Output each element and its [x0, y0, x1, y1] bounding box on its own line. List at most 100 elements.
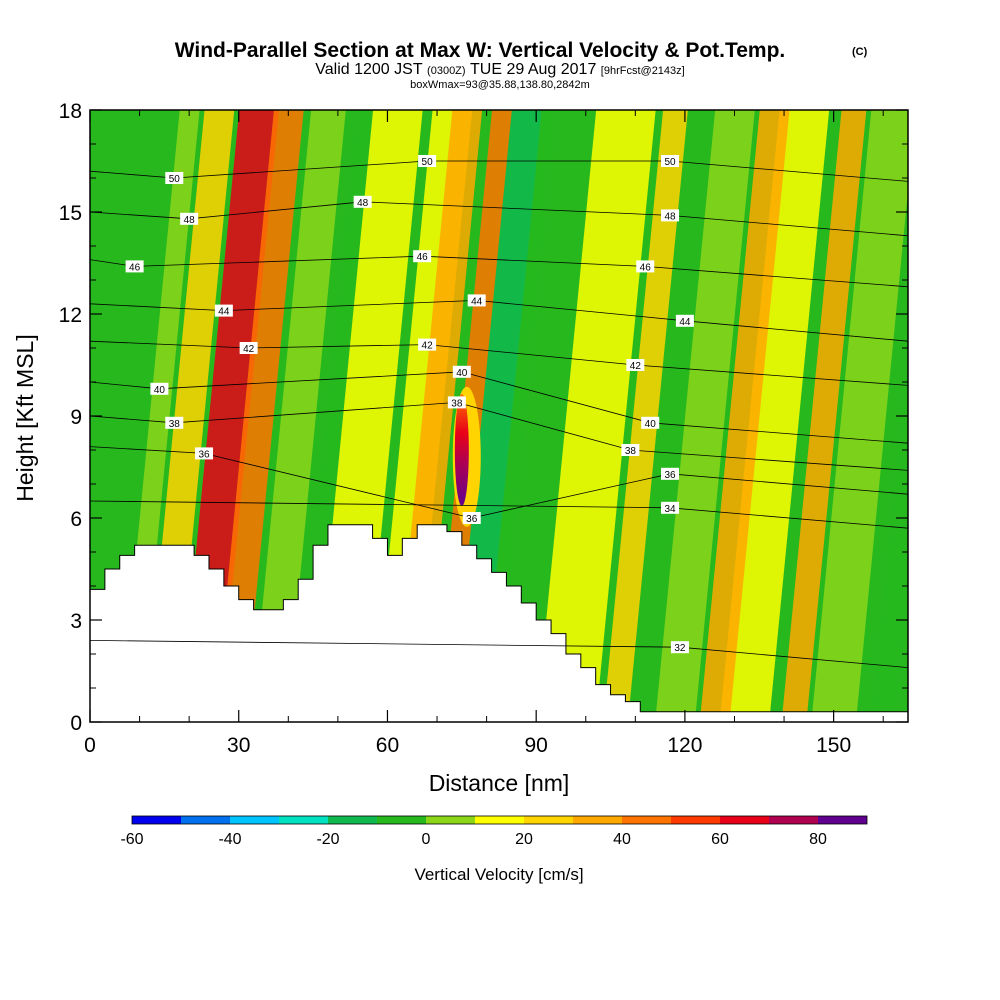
- chart-title: Wind-Parallel Section at Max W: Vertical…: [175, 39, 786, 62]
- colorbar-tick-label: -20: [316, 831, 339, 848]
- subtitle-forecast: [9hrFcst@2143z]: [601, 65, 685, 77]
- contour-label-box: [195, 447, 214, 460]
- velocity-band: [699, 110, 790, 722]
- velocity-band: [536, 110, 656, 722]
- contour-label: 42: [418, 338, 437, 352]
- colorbar-swatch: [671, 816, 720, 824]
- chart-subtitle: Valid 1200 JST (0300Z) TUE 29 Aug 2017 […: [315, 61, 684, 78]
- subtitle-box: boxWmax=93@35.88,138.80,2842m: [410, 79, 590, 91]
- y-tick-label: 15: [59, 202, 82, 225]
- contour-label-box: [239, 342, 258, 354]
- contour-label-box: [413, 250, 432, 263]
- contour-label-box: [626, 359, 645, 371]
- contour-label-box: [462, 512, 481, 524]
- contour-label: 36: [195, 447, 214, 460]
- contour-label: 44: [214, 304, 233, 318]
- contour-label: 40: [150, 382, 169, 396]
- contour-label-text: 50: [664, 157, 676, 168]
- contour-label-box: [467, 294, 486, 307]
- contour-label-text: 50: [422, 157, 434, 168]
- velocity-band: [213, 110, 304, 722]
- contour-label: 38: [447, 396, 466, 409]
- x-tick-label: 0: [84, 734, 96, 757]
- colorbar-tick-label: -40: [218, 831, 241, 848]
- velocity-band: [719, 110, 830, 722]
- colorbar-swatch: [328, 816, 377, 824]
- x-tick-label: 120: [667, 734, 702, 757]
- subtitle-date: TUE 29 Aug 2017: [470, 61, 596, 78]
- contour-label: 36: [462, 512, 481, 525]
- contour-label-text: 42: [243, 344, 255, 355]
- contour-label-box: [636, 260, 655, 273]
- contour-label: 46: [125, 260, 144, 273]
- colorbar-swatch: [524, 816, 573, 824]
- updraft-inner: [454, 394, 469, 506]
- contour-label-box: [125, 260, 144, 273]
- colorbar-frame: [131, 815, 868, 825]
- contour-label-box: [661, 467, 680, 480]
- velocity-band: [811, 110, 908, 722]
- contour-label-box: [353, 195, 372, 208]
- x-tick-label: 30: [227, 734, 250, 757]
- contour-label-text: 46: [129, 262, 141, 273]
- contour-label: 32: [670, 641, 689, 654]
- colorbar-swatch: [181, 816, 230, 824]
- title-mark: (C): [852, 46, 868, 58]
- contour-label: 40: [452, 365, 471, 379]
- contour-label: 48: [353, 195, 372, 209]
- colorbar-swatch: [769, 816, 818, 824]
- contour-label-text: 48: [184, 215, 196, 226]
- contour-label-text: 36: [466, 514, 478, 525]
- contour-label: 50: [165, 172, 184, 185]
- contour-label-box: [214, 304, 233, 317]
- contour-label-box: [418, 155, 437, 167]
- contour-label: 38: [621, 444, 640, 457]
- contour-label-box: [675, 314, 694, 327]
- colorbar-tick-label: 20: [515, 831, 533, 848]
- theta-contour-labels: 32 34 36 36 36 38 38 38 40 40 40 42 42 42 44 44 44 46 46 46…: [125, 155, 694, 654]
- contour-label-text: 38: [625, 446, 637, 457]
- y-tick-label: 0: [70, 712, 82, 735]
- colorbar-tick-label: 80: [809, 831, 827, 848]
- contour-label-text: 38: [451, 398, 463, 409]
- velocity-band: [251, 110, 346, 722]
- contour-label: 34: [661, 501, 680, 515]
- contour-label: 50: [661, 155, 680, 168]
- velocity-band: [781, 110, 867, 722]
- contour-label: 46: [413, 250, 432, 263]
- colorbar-tick-label: -60: [120, 831, 143, 848]
- contour-label-text: 48: [357, 198, 369, 209]
- contour-label: 38: [165, 416, 184, 430]
- contour-label: 36: [661, 467, 680, 481]
- contour-label: 42: [239, 342, 258, 355]
- contour-label-box: [180, 212, 199, 225]
- velocity-band: [870, 342, 908, 722]
- contour-label-text: 44: [218, 307, 230, 318]
- contour-label-box: [418, 338, 437, 351]
- contour-label-box: [670, 641, 689, 654]
- contour-label-text: 36: [198, 449, 210, 460]
- contour-label-text: 48: [664, 211, 676, 222]
- y-axis-label: Height [Kft MSL]: [12, 334, 38, 501]
- contour-label-box: [452, 365, 471, 378]
- colorbar-swatch: [475, 816, 524, 824]
- x-tick-label: 90: [525, 734, 548, 757]
- subtitle-zulu: (0300Z): [427, 65, 466, 77]
- colorbar-swatch: [279, 816, 328, 824]
- contour-label-box: [165, 416, 184, 429]
- max-updraft-core: [452, 386, 481, 527]
- x-axis-label: Distance [nm]: [429, 770, 570, 796]
- colorbar-tick-label: 40: [613, 831, 631, 848]
- contour-label-text: 38: [169, 419, 181, 430]
- contour-label-box: [661, 209, 680, 222]
- colorbar-tick-label: 0: [422, 831, 431, 848]
- y-tick-label: 18: [59, 100, 82, 123]
- velocity-band: [603, 110, 688, 722]
- contour-label: 44: [675, 314, 694, 328]
- contour-label-text: 44: [471, 296, 483, 307]
- contour-label-text: 44: [679, 317, 691, 328]
- contour-label: 44: [467, 294, 486, 307]
- colorbar-swatch: [622, 816, 671, 824]
- colorbar-label: Vertical Velocity [cm/s]: [414, 865, 583, 884]
